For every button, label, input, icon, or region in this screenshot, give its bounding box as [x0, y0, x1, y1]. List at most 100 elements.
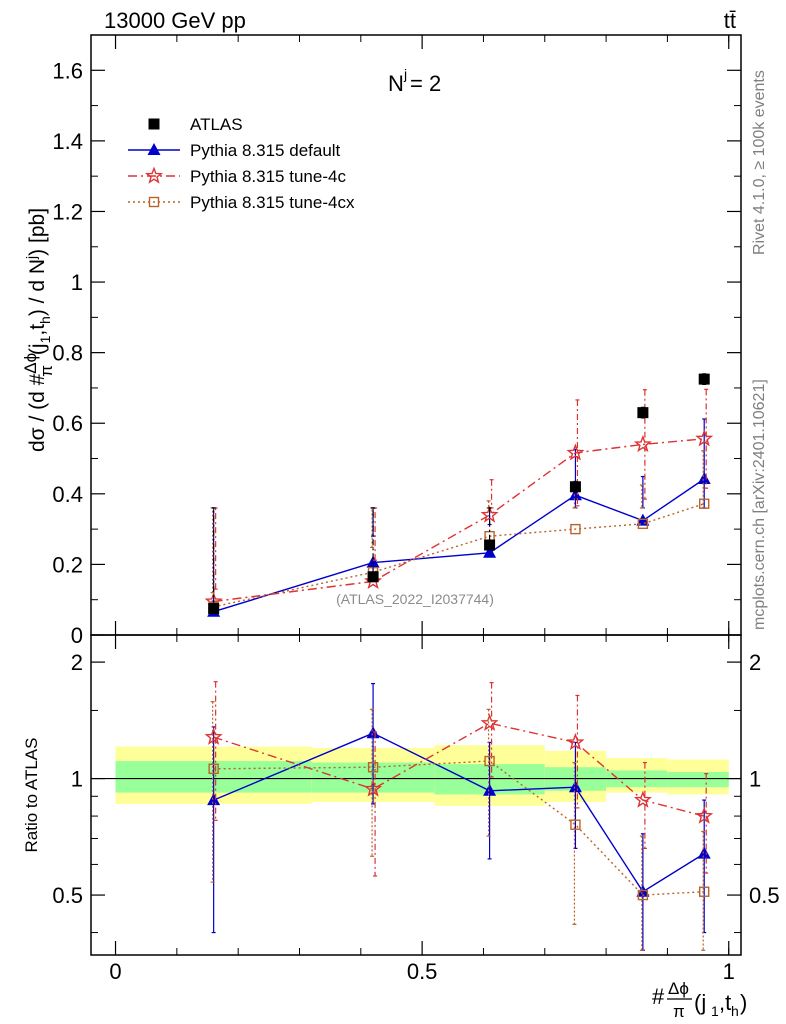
main-point-pythia-8-315-default-2	[483, 545, 497, 558]
main-ytick-label-2: 0.4	[52, 482, 83, 507]
legend: ATLAS Pythia 8.315 default Pythia 8.315 tu…	[128, 115, 355, 212]
ratio-point-pythia-8-315-tune-4cx-5	[699, 886, 710, 897]
ratio-line-pythia-8-315-tune-4cx	[213, 760, 705, 896]
ratio-plot-frame	[90, 634, 742, 956]
ratio-ytick-label-2: 2	[71, 650, 83, 675]
ratio-line-pythia-8-315-default	[213, 732, 705, 893]
main-point-atlas-2	[484, 539, 496, 551]
ratio-point-pythia-8-315-tune-4cx-1	[367, 762, 379, 773]
analysis-watermark: (ATLAS_2022_I2037744)	[336, 591, 494, 607]
main-marks	[204, 373, 714, 617]
ratio-point-pythia-8-315-tune-4cx-4	[637, 889, 649, 901]
xlabel-sub-1: 1	[711, 1003, 719, 1019]
legend-marker-pythia-8-315-default	[147, 143, 161, 155]
main-point-pythia-8-315-tune-4cx-3	[570, 523, 581, 535]
xlabel-comma-t: ,t	[719, 990, 731, 1015]
ratio-point-pythia-8-315-default-3	[568, 780, 582, 793]
ratio-point-pythia-8-315-tune-4cx-2	[484, 755, 495, 767]
legend-marker-pythia-8-315-tune-4cx	[148, 196, 160, 208]
ylabel-part-4: ) / d N	[26, 259, 49, 316]
ratio-point-pythia-8-315-default-2	[483, 783, 497, 796]
ratio-point-pythia-8-315-tune-4c-3	[566, 732, 585, 751]
legend-marker-pythia-8-315-tune-4c	[145, 166, 163, 184]
main-point-pythia-8-315-default-5	[697, 472, 711, 484]
ratio-ytick-right-label-1: 1	[749, 767, 761, 792]
ratio-point-pythia-8-315-default-0	[207, 793, 221, 806]
xlabel-paren-close: )	[740, 990, 747, 1015]
xlabel-frac-num: Δϕ	[668, 979, 689, 998]
main-line-pythia-8-315-default	[213, 478, 705, 613]
ratio-point-pythia-8-315-tune-4c-1	[364, 779, 383, 797]
xtick-label-1: 0.5	[407, 959, 438, 984]
main-point-atlas-0	[208, 603, 220, 615]
ratio-marks	[204, 681, 714, 951]
mcplots-label: mcplots.cern.ch [arXiv:2401.10621]	[751, 379, 768, 630]
main-ylabel-text: dσ / (d #Δϕπ (j1,th) / d Nj) [pb]	[21, 208, 56, 452]
xlabel-paren-open: (j	[694, 990, 706, 1015]
ratio-line-pythia-8-315-tune-4c	[213, 722, 705, 817]
main-panel: 0 0.2 0.4 0.6 0.8 1 1.2 1.4 1.6	[52, 34, 742, 648]
plot-title-sup: j	[403, 66, 407, 82]
ylabel-part-3: ,t	[26, 324, 49, 336]
ratio-point-pythia-8-315-tune-4c-4	[633, 790, 652, 808]
plot-title-eq: = 2	[410, 71, 441, 96]
process-label: tt̄	[724, 8, 736, 33]
main-ticks: 0 0.2 0.4 0.6 0.8 1 1.2 1.4 1.6	[52, 34, 741, 648]
main-ytick-label-1: 0.2	[52, 552, 83, 577]
main-plot-frame	[90, 34, 742, 636]
ratio-panel: 0.5 0.5 1 1 2 2 0 0.5 1	[52, 634, 780, 984]
ylabel-sup-j: j	[23, 256, 39, 260]
main-ytick-label-4: 0.8	[52, 341, 83, 366]
main-ytick-label-5: 1	[71, 270, 83, 295]
legend-label-pythia-8-315-default: Pythia 8.315 default	[190, 141, 341, 160]
legend-label-pythia-8-315-tune-4c: Pythia 8.315 tune-4c	[190, 167, 346, 186]
ratio-point-pythia-8-315-tune-4cx-3	[570, 819, 581, 830]
main-point-pythia-8-315-default-1	[366, 555, 380, 568]
main-point-pythia-8-315-tune-4cx-5	[699, 498, 710, 509]
main-point-pythia-8-315-tune-4c-4	[633, 434, 652, 453]
main-ytick-label-3: 0.6	[52, 411, 83, 436]
main-point-pythia-8-315-tune-4c-3	[566, 443, 585, 461]
main-point-atlas-5	[698, 373, 710, 385]
ratio-point-pythia-8-315-tune-4c-0	[204, 727, 223, 745]
main-ytick-label-0: 0	[71, 623, 83, 648]
legend-marker-atlas	[148, 118, 160, 130]
ratio-ytick-label-0: 0.5	[52, 883, 83, 908]
ratio-ytick-label-1: 1	[71, 767, 83, 792]
ratio-ytick-right-label-2: 2	[749, 650, 761, 675]
main-point-pythia-8-315-tune-4c-5	[695, 429, 714, 447]
xlabel-frac-den: π	[673, 1002, 685, 1021]
ratio-ytick-right-label-0: 0.5	[749, 883, 780, 908]
legend-label-pythia-8-315-tune-4cx: Pythia 8.315 tune-4cx	[190, 193, 355, 212]
main-point-atlas-4	[637, 407, 649, 419]
energy-label: 13000 GeV pp	[104, 8, 246, 33]
main-point-pythia-8-315-tune-4c-2	[480, 505, 499, 523]
main-ylabel: dσ / (d #Δϕπ (j1,th) / d Nj) [pb]	[21, 208, 56, 452]
xtick-label-2: 1	[723, 959, 735, 984]
main-ytick-label-7: 1.4	[52, 129, 83, 154]
plot-title: N j = 2	[388, 66, 441, 96]
main-line-pythia-8-315-tune-4c	[213, 438, 705, 603]
legend-label-atlas: ATLAS	[190, 115, 243, 134]
main-point-pythia-8-315-default-3	[568, 488, 582, 501]
ratio-ylabel: Ratio to ATLAS	[22, 738, 41, 853]
ylabel-part-2: (j	[26, 343, 49, 355]
ratio-point-pythia-8-315-tune-4c-5	[695, 806, 714, 824]
plot-title-n: N	[388, 71, 404, 96]
ratio-point-pythia-8-315-tune-4cx-0	[208, 763, 219, 774]
xlabel-sub-h: h	[731, 1003, 739, 1019]
main-point-atlas-3	[569, 481, 581, 493]
ratio-point-pythia-8-315-tune-4c-2	[480, 713, 499, 731]
xlabel: # Δϕ π (j 1 ,t h )	[652, 979, 747, 1021]
ylabel-frac-num: Δϕ	[21, 353, 40, 374]
ylabel-part-5: ) [pb]	[26, 208, 49, 256]
main-ytick-label-6: 1.2	[52, 199, 83, 224]
ratio-point-pythia-8-315-default-5	[697, 846, 711, 859]
ratio-band-green-5	[667, 771, 729, 788]
ylabel-part-1: dσ / (d #	[26, 373, 49, 452]
main-line-pythia-8-315-tune-4cx	[213, 503, 705, 608]
ratio-ticks: 0.5 0.5 1 1 2 2 0 0.5 1	[52, 635, 780, 984]
main-ytick-label-8: 1.6	[52, 58, 83, 83]
xtick-label-0: 0	[109, 959, 121, 984]
